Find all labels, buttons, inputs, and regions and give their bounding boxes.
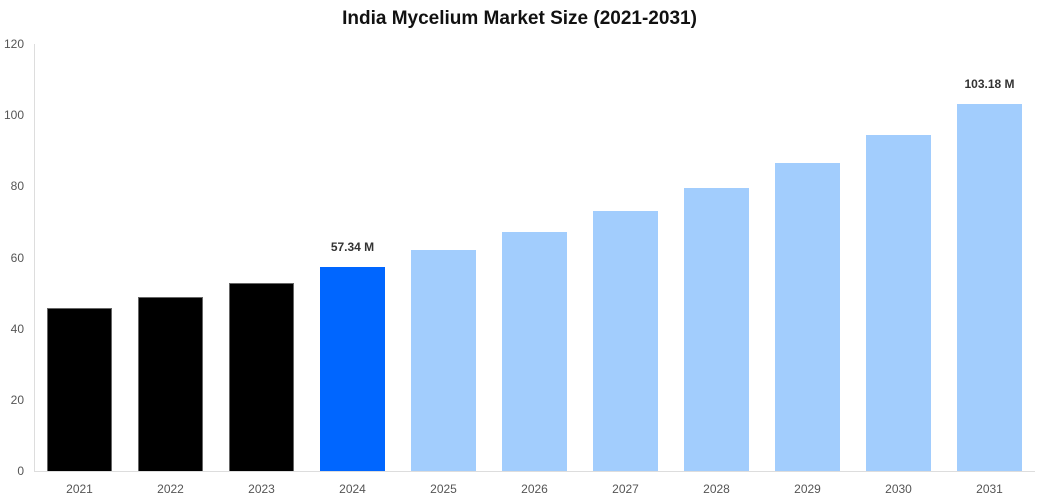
- x-tick-label: 2027: [612, 482, 639, 496]
- x-tick-label: 2025: [430, 482, 457, 496]
- bar-2024: [320, 266, 385, 471]
- bar-2029: [775, 163, 840, 471]
- plot-area: 57.34 M 103.18 M: [34, 44, 1035, 471]
- x-axis-line: [34, 471, 1035, 472]
- y-tick-label: 40: [10, 321, 24, 336]
- x-tick-label: 2024: [339, 482, 366, 496]
- bar-2030: [866, 135, 931, 471]
- bar-value-label: 103.18 M: [964, 76, 1015, 91]
- x-tick-label: 2029: [794, 482, 821, 496]
- y-tick-label: 80: [10, 179, 24, 194]
- y-tick-label: 0: [17, 464, 24, 478]
- y-tick-label: 120: [3, 37, 24, 51]
- x-tick-label: 2028: [703, 482, 730, 496]
- bar-2028: [684, 188, 749, 471]
- y-axis-line: [34, 44, 35, 471]
- bar-value-label: 57.34 M: [330, 239, 375, 254]
- chart-title: India Mycelium Market Size (2021-2031): [342, 8, 697, 29]
- bar-2026: [502, 231, 567, 471]
- y-tick-label: 100: [3, 108, 24, 123]
- y-tick-label: 20: [10, 392, 24, 407]
- x-tick-label: 2023: [248, 482, 275, 496]
- x-tick-label: 2030: [885, 482, 912, 496]
- bar-2031: [957, 103, 1022, 471]
- bar-2022: [138, 297, 203, 471]
- x-tick-label: 2021: [66, 482, 93, 496]
- bar-2021: [47, 308, 112, 471]
- x-tick-label: 2022: [157, 482, 184, 496]
- bar-2027: [593, 210, 658, 471]
- bar-2023: [229, 283, 294, 471]
- x-tick-label: 2031: [976, 482, 1003, 496]
- x-tick-label: 2026: [521, 482, 548, 496]
- y-tick-label: 60: [10, 250, 24, 265]
- bar-2025: [411, 250, 476, 471]
